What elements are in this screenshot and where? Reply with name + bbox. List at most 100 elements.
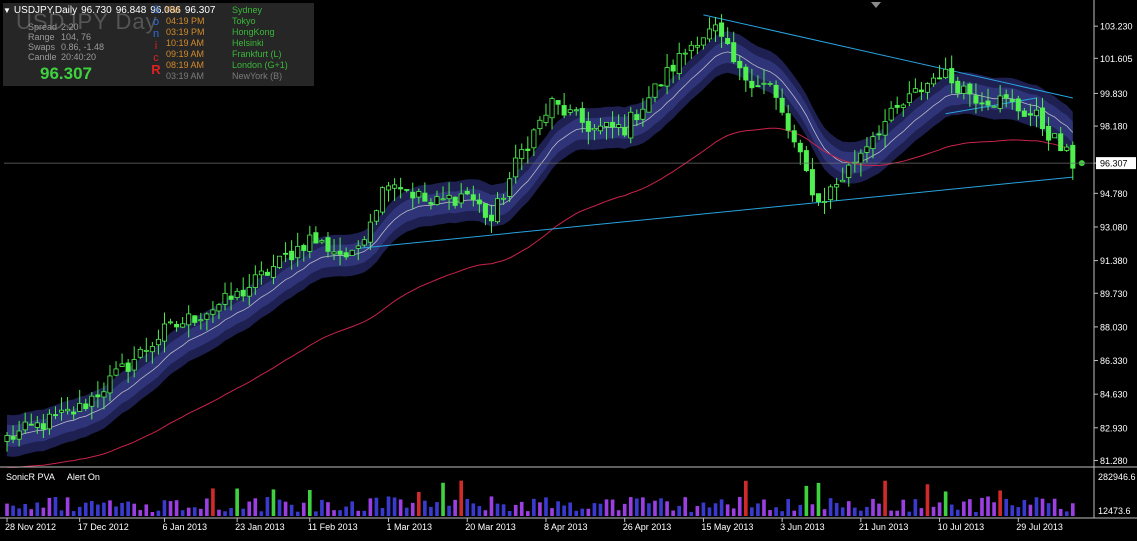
candle-body <box>507 178 513 197</box>
volume-bar <box>574 510 579 516</box>
candle-body <box>840 179 846 183</box>
volume-bar <box>974 511 978 516</box>
volume-bar <box>1040 498 1045 516</box>
candle-body <box>270 266 276 278</box>
volume-bar <box>961 501 966 516</box>
volume-bar <box>659 498 663 516</box>
candle-body <box>924 83 930 93</box>
candle-body <box>749 80 755 89</box>
candle-body <box>706 28 712 40</box>
indicator-name: SonicR PVA <box>6 472 55 482</box>
volume-bar <box>949 504 954 516</box>
volume-bar <box>47 497 52 516</box>
candle-body <box>204 313 210 320</box>
volume-bar <box>568 502 573 516</box>
volume-bars <box>5 480 1075 516</box>
volume-bar <box>307 489 312 516</box>
chevron-down-icon[interactable]: ▼ <box>3 5 11 15</box>
candle-body <box>337 250 343 255</box>
candle-body <box>482 203 488 218</box>
candle-body <box>640 108 646 120</box>
candle-body <box>252 274 258 288</box>
stat-swaps: Swaps 0.86, -1.48 <box>28 42 105 52</box>
volume-bar <box>1034 497 1039 516</box>
volume-bar <box>955 509 960 516</box>
candle-body <box>289 250 295 261</box>
candle-body <box>834 184 840 188</box>
volume-bar <box>840 507 845 516</box>
volume-bar <box>332 510 336 516</box>
candle-body <box>531 129 537 149</box>
volume-bar <box>774 507 778 516</box>
chart-title-bar[interactable]: ▼ USDJPY,Daily 96.730 96.848 96.086 96.3… <box>3 3 219 17</box>
scroll-marker-icon[interactable] <box>871 2 881 8</box>
volume-bar <box>108 500 112 516</box>
stat-range: Range 104, 76 <box>28 32 92 42</box>
candle-body <box>1003 94 1009 99</box>
trendline-lower[interactable] <box>358 176 1073 249</box>
candle-body <box>349 249 355 256</box>
y-tick-label: 84.630 <box>1100 390 1128 400</box>
volume-bar <box>429 506 433 516</box>
y-tick-label: 82.930 <box>1100 423 1128 433</box>
candle-body <box>549 98 555 119</box>
candle-body <box>428 202 434 205</box>
volume-bar <box>368 498 373 516</box>
candle-body <box>591 128 597 131</box>
trendline-inner[interactable] <box>945 97 1037 115</box>
volume-bar <box>943 491 948 516</box>
candle-body <box>561 105 567 116</box>
volume-bar <box>35 502 40 516</box>
indicator-label-row: SonicR PVA Alert On <box>6 472 110 482</box>
volume-bar <box>59 510 64 516</box>
volume-bar <box>737 496 742 516</box>
candle-body <box>440 198 446 201</box>
candle-body <box>422 192 428 202</box>
candle-body <box>343 252 349 258</box>
volume-bar <box>483 510 488 516</box>
trendline-upper[interactable] <box>703 14 1073 99</box>
candle-body <box>434 196 440 205</box>
candle-body <box>525 148 531 151</box>
volume-bar <box>713 503 718 516</box>
volume-bar <box>980 497 984 516</box>
volume-bar <box>168 501 173 516</box>
volume-bar <box>931 506 936 516</box>
volume-bar <box>538 502 542 516</box>
x-tick-label: 15 May 2013 <box>701 522 753 532</box>
candle-body <box>761 82 767 85</box>
volume-bar <box>1052 498 1057 516</box>
candle-body <box>149 346 155 353</box>
candle-body <box>1015 98 1021 112</box>
candle-body <box>113 368 119 376</box>
candle-body <box>101 391 107 398</box>
session-helsinki: 10:19 AM Helsinki <box>166 38 264 48</box>
volume-bar <box>919 508 924 516</box>
volume-bar <box>846 501 851 516</box>
volume-bar <box>743 480 748 516</box>
volume-bar <box>628 497 633 516</box>
candle-body <box>1033 109 1039 117</box>
candle-body <box>604 121 610 127</box>
volume-bar <box>519 501 524 516</box>
volume-bar <box>162 500 167 516</box>
volume-bar <box>102 502 106 516</box>
candle-body <box>192 315 198 323</box>
volume-bar <box>828 498 833 516</box>
x-tick-label: 28 Nov 2012 <box>5 522 56 532</box>
volume-bar <box>871 498 875 516</box>
volume-bar <box>859 510 863 516</box>
volume-bar <box>937 502 942 516</box>
volume-bar <box>120 502 124 516</box>
volume-bar <box>265 497 270 516</box>
candle-body <box>4 435 10 442</box>
volume-bar <box>731 508 736 516</box>
candle-body <box>513 157 519 178</box>
candle-body <box>107 375 113 394</box>
volume-bar <box>23 503 28 516</box>
volume-bar <box>489 496 494 516</box>
candle-body <box>10 436 16 440</box>
candle-body <box>410 191 416 199</box>
session-london: 08:19 AM London (G+1) <box>166 60 288 70</box>
